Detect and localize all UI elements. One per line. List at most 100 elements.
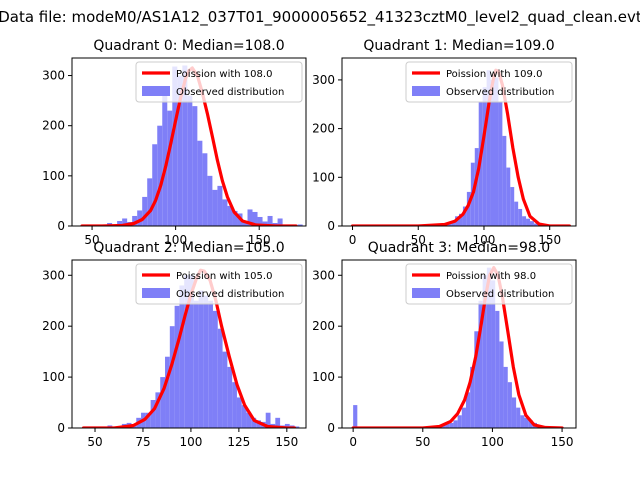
- histogram-bar: [246, 412, 252, 428]
- histogram-bar: [494, 77, 499, 226]
- histogram-bar: [193, 300, 199, 428]
- legend-label-poisson: Poission with 108.0: [176, 69, 272, 80]
- histogram-bar: [169, 326, 175, 428]
- histogram-bar: [526, 218, 530, 226]
- histogram-bar: [445, 423, 450, 428]
- y-tick-label: 0: [327, 421, 335, 435]
- x-tick-label: 0: [349, 233, 357, 247]
- histogram-bar: [482, 275, 487, 428]
- histogram-bar: [207, 175, 213, 226]
- histogram-bar: [174, 305, 180, 428]
- x-tick-label: 50: [87, 435, 102, 449]
- histogram-bar: [241, 405, 247, 428]
- histogram-bars: [83, 275, 300, 428]
- histogram-bar: [498, 101, 503, 226]
- legend-box: [405, 263, 573, 305]
- histogram-bar: [461, 407, 466, 428]
- histogram-bar: [284, 423, 290, 428]
- legend-label-poisson: Poission with 98.0: [446, 271, 536, 282]
- y-tick-label: 300: [42, 69, 65, 83]
- x-tick-label: 100: [164, 233, 187, 247]
- histogram-bar: [117, 220, 123, 226]
- legend: Poission with 108.0 Observed distribution: [135, 61, 303, 103]
- y-tick-label: 100: [312, 370, 335, 384]
- histogram-bar: [172, 66, 178, 226]
- x-tick-label: 100: [473, 233, 496, 247]
- x-tick-label: 125: [227, 435, 250, 449]
- histogram-bar: [251, 417, 257, 428]
- histogram-bar: [267, 215, 273, 226]
- histogram-bar: [232, 382, 237, 428]
- histogram-bar: [506, 167, 511, 226]
- histogram-bar: [486, 267, 492, 428]
- histogram-bar: [202, 153, 208, 226]
- histogram-bar: [232, 210, 238, 226]
- histogram-bar: [478, 300, 483, 428]
- x-tick-label: 150: [248, 233, 271, 247]
- y-tick-label: 300: [312, 268, 335, 282]
- y-tick-label: 100: [312, 170, 335, 184]
- histogram-bar: [451, 221, 456, 226]
- histogram-bar: [533, 223, 538, 226]
- histogram-bar: [490, 79, 495, 226]
- subplot-title: Quadrant 3: Median=98.0: [368, 240, 550, 256]
- y-tick-label: 300: [312, 73, 335, 87]
- x-tick-label: 0: [349, 435, 357, 449]
- x-tick-label: 150: [551, 435, 574, 449]
- histogram-bar: [217, 185, 223, 226]
- histogram-bar: [167, 110, 173, 226]
- x-tick-label: 150: [538, 233, 561, 247]
- histogram-bar: [257, 216, 263, 226]
- legend-patch-swatch: [142, 86, 170, 96]
- legend-label-observed: Observed distribution: [446, 289, 554, 300]
- histogram-bar: [502, 135, 507, 226]
- histogram-bar: [522, 216, 527, 226]
- histogram-bar: [277, 218, 283, 226]
- histogram-bar: [142, 196, 148, 226]
- x-tick-label: 50: [411, 233, 426, 247]
- quadrant-2-panel: 50 75 100 125 150 0 100 200 300 Poission with 105…: [42, 240, 307, 449]
- histogram-bar: [212, 310, 218, 428]
- histogram-bar: [198, 290, 204, 428]
- subplot-grid: 50 100 150 0 100 200 300 Poission with 108.0 Obs…: [42, 38, 577, 449]
- histogram-bar: [353, 405, 358, 428]
- histogram-bar: [160, 377, 166, 428]
- legend: Poission with 105.0 Observed distribution: [135, 263, 303, 305]
- histogram-bar: [453, 420, 458, 428]
- histogram-bar: [449, 422, 454, 428]
- histogram-bar: [137, 210, 143, 226]
- histogram-bar: [516, 407, 521, 428]
- histogram-bar: [177, 75, 183, 226]
- axes-frame: [71, 57, 307, 227]
- histogram-bar: [459, 213, 463, 226]
- histogram-bar: [507, 382, 512, 428]
- histogram-bar: [482, 87, 487, 226]
- subplot-title: Quadrant 2: Median=105.0: [93, 240, 284, 256]
- y-tick-label: 100: [42, 370, 65, 384]
- histogram-bar: [182, 65, 188, 226]
- histogram-bar: [227, 205, 233, 226]
- histogram-bar: [155, 392, 161, 428]
- histogram-bar: [518, 208, 523, 226]
- histogram-bar: [474, 331, 479, 428]
- histogram-bar: [514, 201, 519, 226]
- legend-label-observed: Observed distribution: [446, 87, 554, 98]
- histogram-bar: [179, 285, 185, 428]
- histogram-bars: [353, 267, 567, 428]
- x-tick-label: 50: [415, 435, 430, 449]
- legend-patch-swatch: [412, 288, 440, 298]
- legend-patch-swatch: [142, 288, 170, 298]
- histogram-bar: [165, 356, 170, 428]
- histogram-bar: [520, 415, 525, 428]
- histogram-bar: [256, 420, 261, 428]
- x-tick-label: 100: [179, 435, 202, 449]
- histogram-bar: [145, 412, 151, 428]
- histogram-bar: [297, 224, 303, 226]
- quadrant-1-panel: 0 50 100 150 0 100 200 300 Poission with 109.0 Ob…: [312, 38, 577, 247]
- histogram-bar: [447, 224, 452, 226]
- subplot-title: Quadrant 1: Median=109.0: [363, 38, 554, 54]
- histogram-bar: [466, 191, 471, 226]
- histogram-bar: [252, 211, 258, 226]
- y-tick-label: 200: [42, 319, 65, 333]
